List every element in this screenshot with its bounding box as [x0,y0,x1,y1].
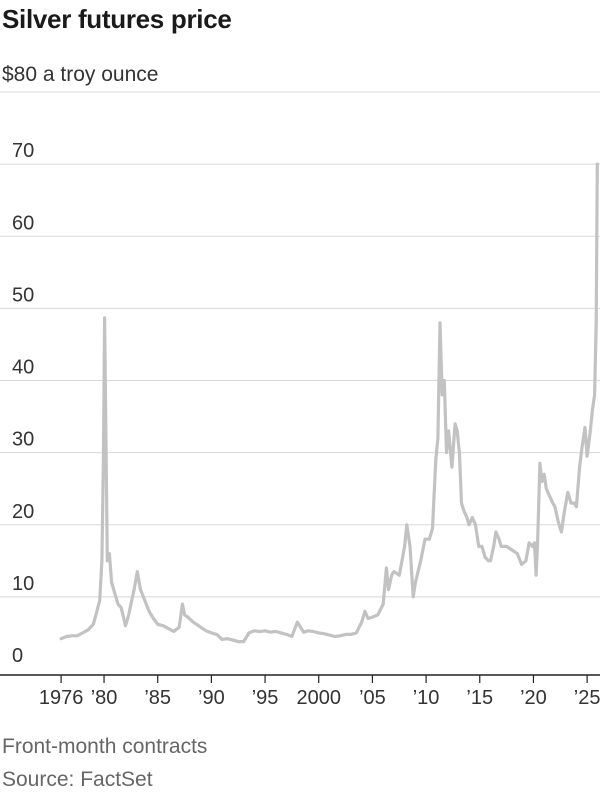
gridlines [0,91,600,598]
x-tick-label: ’25 [574,687,600,709]
price-series [59,162,599,644]
x-tick-label: ’85 [144,687,171,709]
y-tick-label: 50 [12,284,34,306]
x-tick-label: ’95 [252,687,279,709]
y-tick-label: 40 [12,357,34,379]
x-tick-label: 1976 [39,687,84,709]
x-tick-label: 2000 [296,687,341,709]
y-tick-label: 20 [12,501,34,523]
chart-title: Silver futures price [2,4,232,34]
y-tick-label: 60 [12,212,34,234]
footnote: Front-month contracts [2,735,208,758]
x-axis: 1976 ’80 ’85 ’90 ’95 2000 ’05 ’10 ’15 ’20 ’25 [0,674,600,709]
y-axis-tick-labels: 0 10 20 30 40 50 60 70 [12,140,34,667]
unit-label: $80 a troy ounce [2,63,159,86]
y-tick-label: 30 [12,429,34,451]
source-note: Source: FactSet [2,768,153,791]
x-tick-label: ’10 [413,687,440,709]
x-tick-label: ’05 [359,687,386,709]
y-tick-label: 10 [12,573,34,595]
line-chart: 0 10 20 30 40 50 60 70 1976 ’80 ’85 ’90 ’95 2000 ’05 ’… [0,91,600,709]
price-line [59,162,599,644]
x-tick-label: ’20 [520,687,547,709]
x-tick-label: ’80 [91,687,118,709]
x-tick-label: ’15 [466,687,493,709]
x-tick-label: ’90 [198,687,225,709]
y-tick-label: 70 [12,140,34,162]
y-tick-label: 0 [12,645,23,667]
